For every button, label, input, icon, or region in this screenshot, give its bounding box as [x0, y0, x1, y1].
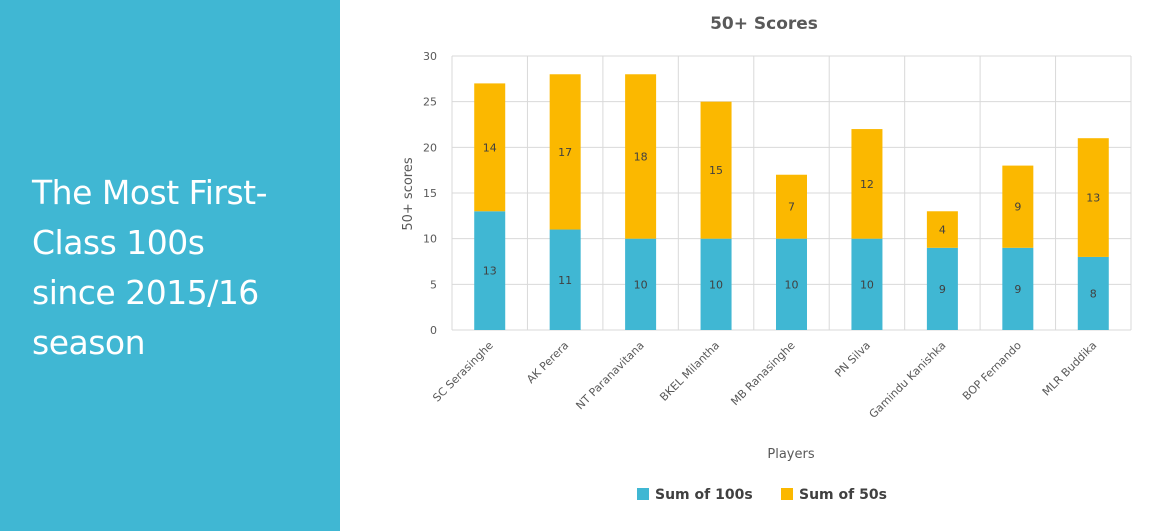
slide-title: The Most First- Class 100s since 2015/16…: [32, 168, 332, 368]
bar-50s: [1077, 138, 1109, 257]
data-label: 17: [558, 146, 572, 159]
slide-title-line: Class 100s: [32, 223, 205, 262]
stacked-bar-chart: 50+ Scores 13141117101810151071012949981…: [401, 14, 1132, 503]
bar-50s: [700, 101, 732, 239]
slide-title-line: since 2015/16: [32, 273, 259, 312]
chart-title: 50+ Scores: [710, 14, 818, 34]
data-label: 9: [1014, 201, 1021, 214]
data-label: 4: [939, 224, 946, 237]
slide-title-line: The Most First-: [32, 173, 268, 212]
legend-swatch-50s: [781, 488, 793, 500]
x-tick-label: AK Perera: [524, 339, 571, 386]
bar-50s: [1002, 165, 1034, 248]
x-tick-label: BKEL Milantha: [657, 339, 722, 404]
slide-title-line: season: [32, 323, 146, 362]
data-label: 9: [1014, 283, 1021, 296]
legend-label-100s: Sum of 100s: [655, 487, 753, 503]
x-tick-label: NT Paranavitana: [573, 339, 646, 412]
data-label: 10: [634, 278, 648, 291]
legend-label-50s: Sum of 50s: [799, 487, 887, 503]
y-tick-label: 15: [423, 187, 437, 200]
data-label: 14: [483, 141, 497, 154]
x-tick-label: SC Serasinghe: [430, 339, 496, 405]
data-label: 10: [785, 278, 799, 291]
data-label: 12: [860, 178, 874, 191]
bar-50s: [625, 74, 657, 239]
x-tick-label: BOP Fernando: [960, 339, 1024, 403]
bars: [474, 74, 1109, 330]
data-label: 11: [558, 274, 572, 287]
data-label: 15: [709, 164, 723, 177]
y-tick-label: 20: [423, 141, 437, 154]
bar-100s: [474, 211, 506, 330]
bar-100s: [851, 238, 883, 330]
data-labels: 13 14 11 17 10 18 10 15 10 7 10 12 9 4 9 9 8 13: [483, 141, 1101, 300]
y-axis-label: 50+ scores: [401, 157, 416, 230]
bar-100s: [776, 238, 807, 330]
data-label: 10: [860, 278, 874, 291]
data-label: 7: [788, 201, 795, 214]
x-tick-label: MB Ranasinghe: [728, 339, 797, 408]
bar-100s: [1002, 247, 1034, 330]
data-label: 8: [1090, 287, 1097, 300]
y-tick-label: 30: [423, 50, 437, 63]
x-tick-label: MLR Buddika: [1040, 339, 1100, 399]
bar-50s: [549, 74, 581, 230]
y-tick-label: 0: [430, 324, 437, 337]
y-tick-label: 25: [423, 96, 437, 109]
bar-100s: [549, 229, 581, 330]
x-tick-label: PN Silva: [832, 339, 873, 380]
side-panel: The Most First- Class 100s since 2015/16…: [0, 0, 340, 531]
data-label: 10: [709, 278, 723, 291]
bar-50s: [776, 174, 807, 239]
legend-swatch-100s: [637, 488, 649, 500]
data-label: 13: [1086, 192, 1100, 205]
y-axis-ticks: 0 5 10 15 20 25 30: [423, 50, 437, 337]
bar-100s: [926, 247, 958, 330]
bar-50s: [851, 129, 883, 239]
x-tick-label: Gamindu Kanishka: [867, 339, 949, 421]
bar-100s: [625, 238, 657, 330]
data-label: 18: [634, 150, 648, 163]
bar-50s: [474, 83, 506, 212]
legend: Sum of 100s Sum of 50s: [637, 487, 887, 503]
y-tick-label: 5: [430, 278, 437, 291]
x-axis-ticks: SC Serasinghe AK Perera NT Paranavitana BKE…: [430, 339, 1099, 421]
bar-50s: [926, 211, 958, 248]
y-tick-label: 10: [423, 233, 437, 246]
data-label: 9: [939, 283, 946, 296]
x-axis-label: Players: [767, 447, 814, 462]
bar-100s: [1077, 256, 1109, 330]
bar-100s: [700, 238, 732, 330]
data-label: 13: [483, 265, 497, 278]
